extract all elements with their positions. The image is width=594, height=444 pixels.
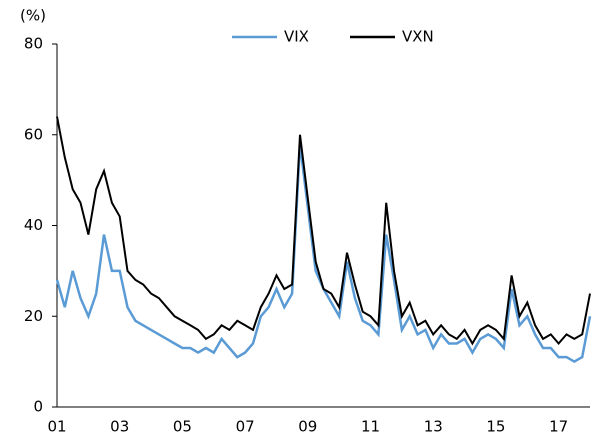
line-series	[55, 143, 592, 364]
x-tick-label: 13	[424, 418, 443, 436]
y-tick-label: 60	[24, 125, 43, 143]
legend-label: VXN	[402, 28, 434, 46]
x-tick-label: 09	[298, 418, 317, 436]
line-series	[56, 116, 591, 346]
unit-label: (%)	[20, 7, 46, 25]
x-tick-label: 07	[236, 418, 255, 436]
y-tick-label: 0	[33, 398, 43, 416]
x-tick-label: 01	[47, 418, 66, 436]
y-tick-label: 40	[24, 216, 43, 234]
y-tick-label: 80	[24, 35, 43, 53]
x-tick-label: 11	[361, 418, 380, 436]
x-tick-label: 03	[110, 418, 129, 436]
x-tick-label: 17	[549, 418, 568, 436]
x-tick-label: 15	[486, 418, 505, 436]
y-tick-label: 20	[24, 307, 43, 325]
legend-label: VIX	[284, 28, 309, 46]
x-tick-label: 05	[173, 418, 192, 436]
